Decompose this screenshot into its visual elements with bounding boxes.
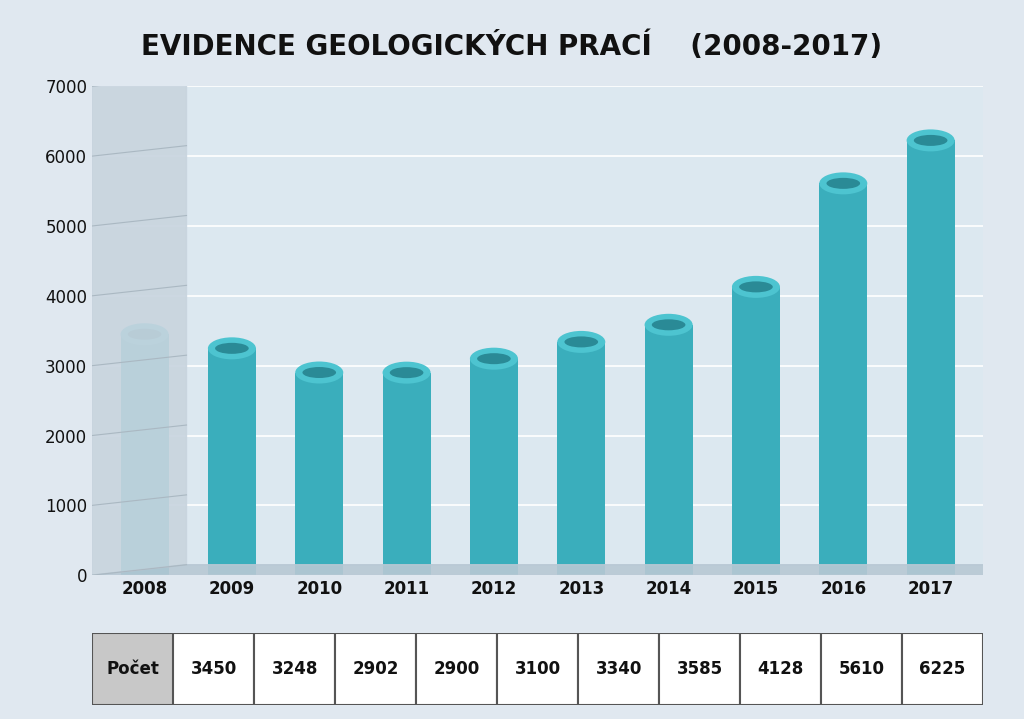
Ellipse shape: [383, 362, 431, 384]
Bar: [740, 633, 821, 705]
Text: 3450: 3450: [190, 659, 237, 678]
Ellipse shape: [208, 337, 256, 360]
Bar: [254, 633, 335, 705]
Text: 4128: 4128: [758, 659, 804, 678]
Bar: [732, 287, 780, 575]
Bar: [644, 325, 692, 575]
Bar: [470, 359, 518, 575]
Text: 6225: 6225: [920, 659, 966, 678]
Text: 3340: 3340: [595, 659, 642, 678]
Text: EVIDENCE GEOLOGICKÝCH PRACÍ    (2008-2017): EVIDENCE GEOLOGICKÝCH PRACÍ (2008-2017): [141, 32, 883, 62]
Ellipse shape: [826, 178, 860, 189]
Polygon shape: [92, 564, 1024, 575]
Ellipse shape: [644, 313, 692, 336]
Text: 2900: 2900: [433, 659, 479, 678]
Ellipse shape: [470, 348, 518, 370]
Ellipse shape: [295, 362, 343, 383]
Bar: [906, 140, 954, 575]
Bar: [819, 183, 867, 575]
Bar: [121, 334, 169, 575]
Ellipse shape: [215, 343, 249, 354]
Ellipse shape: [390, 367, 423, 378]
Text: 3100: 3100: [514, 659, 561, 678]
Bar: [557, 342, 605, 575]
Bar: [579, 633, 659, 705]
Ellipse shape: [121, 324, 169, 345]
Ellipse shape: [739, 281, 773, 293]
Bar: [497, 633, 579, 705]
Ellipse shape: [819, 173, 867, 194]
Ellipse shape: [302, 367, 336, 378]
Bar: [173, 633, 254, 705]
Ellipse shape: [477, 353, 511, 365]
Bar: [383, 372, 431, 575]
Text: 3248: 3248: [271, 659, 317, 678]
Bar: [295, 372, 343, 575]
Bar: [902, 633, 983, 705]
Text: 5610: 5610: [839, 659, 885, 678]
Ellipse shape: [564, 336, 598, 347]
Polygon shape: [92, 75, 186, 575]
Bar: [821, 633, 902, 705]
Bar: [659, 633, 740, 705]
Ellipse shape: [906, 129, 954, 152]
Ellipse shape: [913, 135, 947, 146]
Text: 3585: 3585: [677, 659, 723, 678]
Bar: [335, 633, 416, 705]
Ellipse shape: [652, 319, 685, 330]
Bar: [208, 348, 256, 575]
Ellipse shape: [732, 276, 780, 298]
Ellipse shape: [557, 331, 605, 353]
Text: Počet: Počet: [106, 659, 159, 678]
Ellipse shape: [128, 329, 162, 340]
Text: 2902: 2902: [352, 659, 398, 678]
Bar: [416, 633, 497, 705]
